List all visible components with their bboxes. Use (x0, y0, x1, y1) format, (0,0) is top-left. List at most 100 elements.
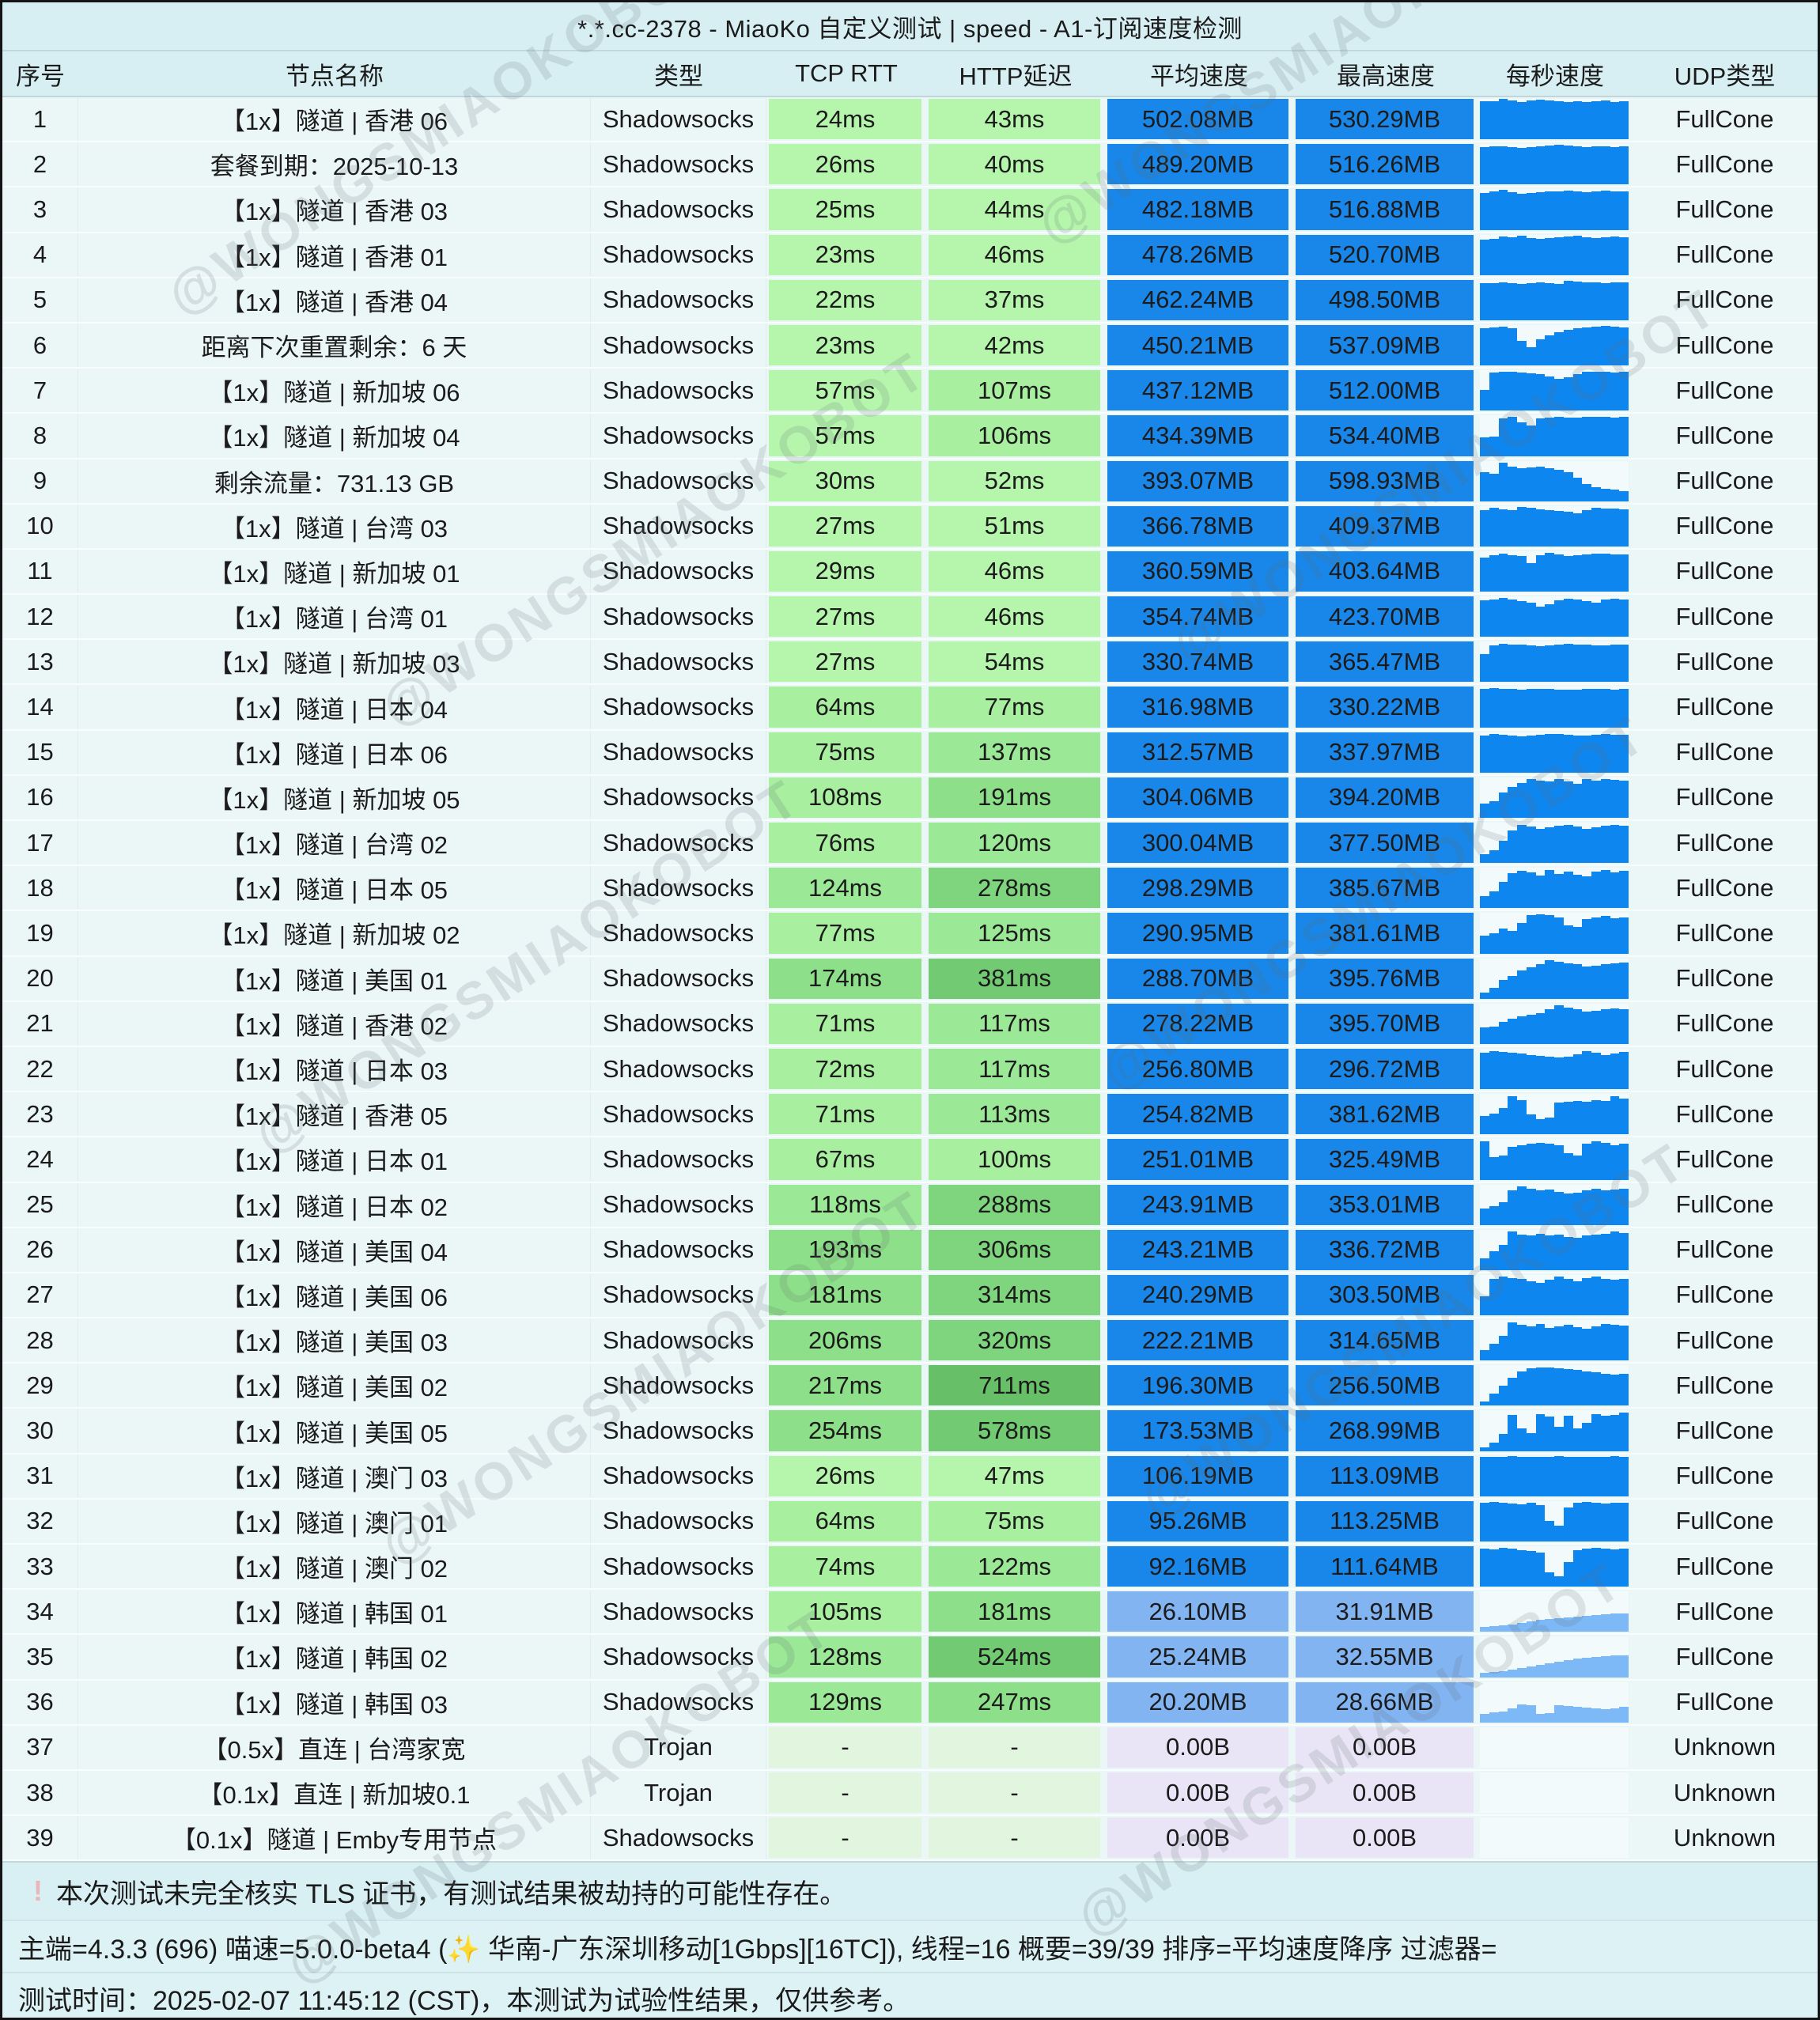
spark-bar (1498, 371, 1508, 411)
spark-bar (1600, 1709, 1610, 1723)
spark-bar (1545, 1144, 1554, 1180)
spark-bar (1489, 734, 1499, 773)
spark-bar (1600, 869, 1610, 909)
spark-bar (1563, 1007, 1573, 1044)
avg-speed-value: 450.21MB (1107, 324, 1288, 366)
spark-bar (1517, 1054, 1527, 1090)
spark-bar (1600, 508, 1610, 547)
avg-speed-value: 20.20MB (1107, 1681, 1288, 1723)
udp-type-value: FullCone (1675, 1552, 1774, 1580)
max-speed-value: 0.00B (1296, 1818, 1474, 1859)
node-name: 距离下次重置剩余：6 天 (78, 323, 591, 368)
node-type: Trojan (591, 1770, 766, 1815)
max-speed-value: 516.26MB (1296, 144, 1474, 185)
per-second-speed-sparkline (1480, 1365, 1629, 1406)
http-delay-value: 47ms (929, 1455, 1100, 1496)
max-speed-value: 534.40MB (1296, 415, 1474, 456)
table-row: 39 【0.1x】隧道 | Emby专用节点 Shadowsocks - - 0… (2, 1816, 1818, 1862)
spark-bar (1610, 734, 1620, 773)
spark-bar (1517, 1704, 1527, 1723)
node-type: Shadowsocks (591, 369, 766, 413)
tcp-rtt-value: 23ms (769, 324, 921, 366)
spark-bar (1619, 917, 1629, 954)
spark-bar (1535, 734, 1546, 773)
spark-bar (1554, 1662, 1564, 1678)
spark-bar (1498, 463, 1508, 501)
row-index: 26 (2, 1228, 78, 1272)
spark-bar (1480, 327, 1489, 366)
udp-type-value: FullCone (1675, 1507, 1774, 1535)
spark-bar (1591, 688, 1601, 728)
spark-bar (1535, 688, 1546, 728)
spark-bar (1610, 917, 1620, 954)
udp-type-value: FullCone (1675, 1009, 1774, 1038)
udp-type-value: FullCone (1675, 1597, 1774, 1625)
spark-bar (1610, 963, 1620, 999)
spark-bar (1619, 825, 1629, 864)
avg-speed-value: 316.98MB (1107, 687, 1288, 728)
spark-bar (1610, 191, 1620, 230)
spark-bar (1563, 598, 1573, 637)
spark-bar (1600, 1279, 1610, 1316)
spark-bar (1480, 509, 1489, 547)
spark-bar (1554, 778, 1564, 818)
spark-bar (1508, 1053, 1517, 1090)
spark-bar (1600, 1503, 1610, 1541)
max-speed-value: 394.20MB (1296, 777, 1474, 818)
udp-type-value: Unknown (1673, 1823, 1776, 1852)
spark-bar (1526, 689, 1536, 728)
spark-bar (1508, 147, 1517, 185)
spark-bar (1600, 1655, 1610, 1678)
spark-bar (1554, 1368, 1564, 1406)
row-index: 13 (2, 640, 78, 684)
spark-bar (1535, 1190, 1546, 1225)
spark-bar (1535, 418, 1546, 456)
table-row: 36 【1x】隧道 | 韩国 03 Shadowsocks 129ms 247m… (2, 1680, 1818, 1726)
spark-bar (1563, 824, 1573, 864)
spark-bar (1489, 1626, 1499, 1632)
spark-bar (1489, 932, 1499, 954)
spark-bar (1517, 1234, 1527, 1270)
spark-bar (1610, 689, 1620, 728)
spark-bar (1591, 1099, 1601, 1135)
spark-bar (1591, 101, 1601, 140)
udp-type-value: FullCone (1675, 1280, 1774, 1309)
spark-bar (1480, 1673, 1489, 1678)
spark-bar (1600, 489, 1610, 501)
spark-bar (1582, 509, 1591, 547)
spark-bar (1554, 1456, 1564, 1496)
spark-bar (1545, 1456, 1554, 1496)
node-type: Shadowsocks (591, 1228, 766, 1272)
spark-bar (1480, 1402, 1489, 1406)
node-type: Shadowsocks (591, 549, 766, 594)
spark-bar (1498, 190, 1508, 230)
spark-bar (1572, 235, 1583, 275)
spark-bar (1572, 191, 1583, 230)
spark-bar (1572, 1370, 1583, 1406)
spark-bar (1545, 733, 1554, 773)
avg-speed-value: 330.74MB (1107, 641, 1288, 683)
spark-bar (1554, 1234, 1564, 1270)
max-speed-value: 598.93MB (1296, 460, 1474, 501)
node-type: Shadowsocks (591, 866, 766, 910)
spark-bar (1480, 1503, 1489, 1541)
spark-bar (1508, 1670, 1517, 1678)
avg-speed-value: 26.10MB (1107, 1591, 1288, 1632)
spark-bar (1563, 690, 1573, 728)
spark-bar (1480, 1258, 1489, 1270)
row-index: 1 (2, 97, 78, 142)
tcp-rtt-value: - (769, 1772, 921, 1814)
spark-bar (1535, 374, 1546, 411)
spark-bar (1498, 1548, 1508, 1587)
max-speed-value: 113.25MB (1296, 1500, 1474, 1541)
spark-bar (1498, 418, 1508, 456)
node-type: Shadowsocks (591, 956, 766, 1001)
spark-bar (1526, 347, 1536, 366)
node-name: 【1x】隧道 | 新加坡 06 (78, 369, 591, 413)
spark-bar (1517, 1504, 1527, 1541)
spark-bar (1498, 598, 1508, 637)
spark-bar (1600, 1143, 1610, 1180)
spark-bar (1591, 1413, 1601, 1451)
spark-bar (1480, 935, 1489, 954)
spark-bar (1572, 1155, 1583, 1180)
